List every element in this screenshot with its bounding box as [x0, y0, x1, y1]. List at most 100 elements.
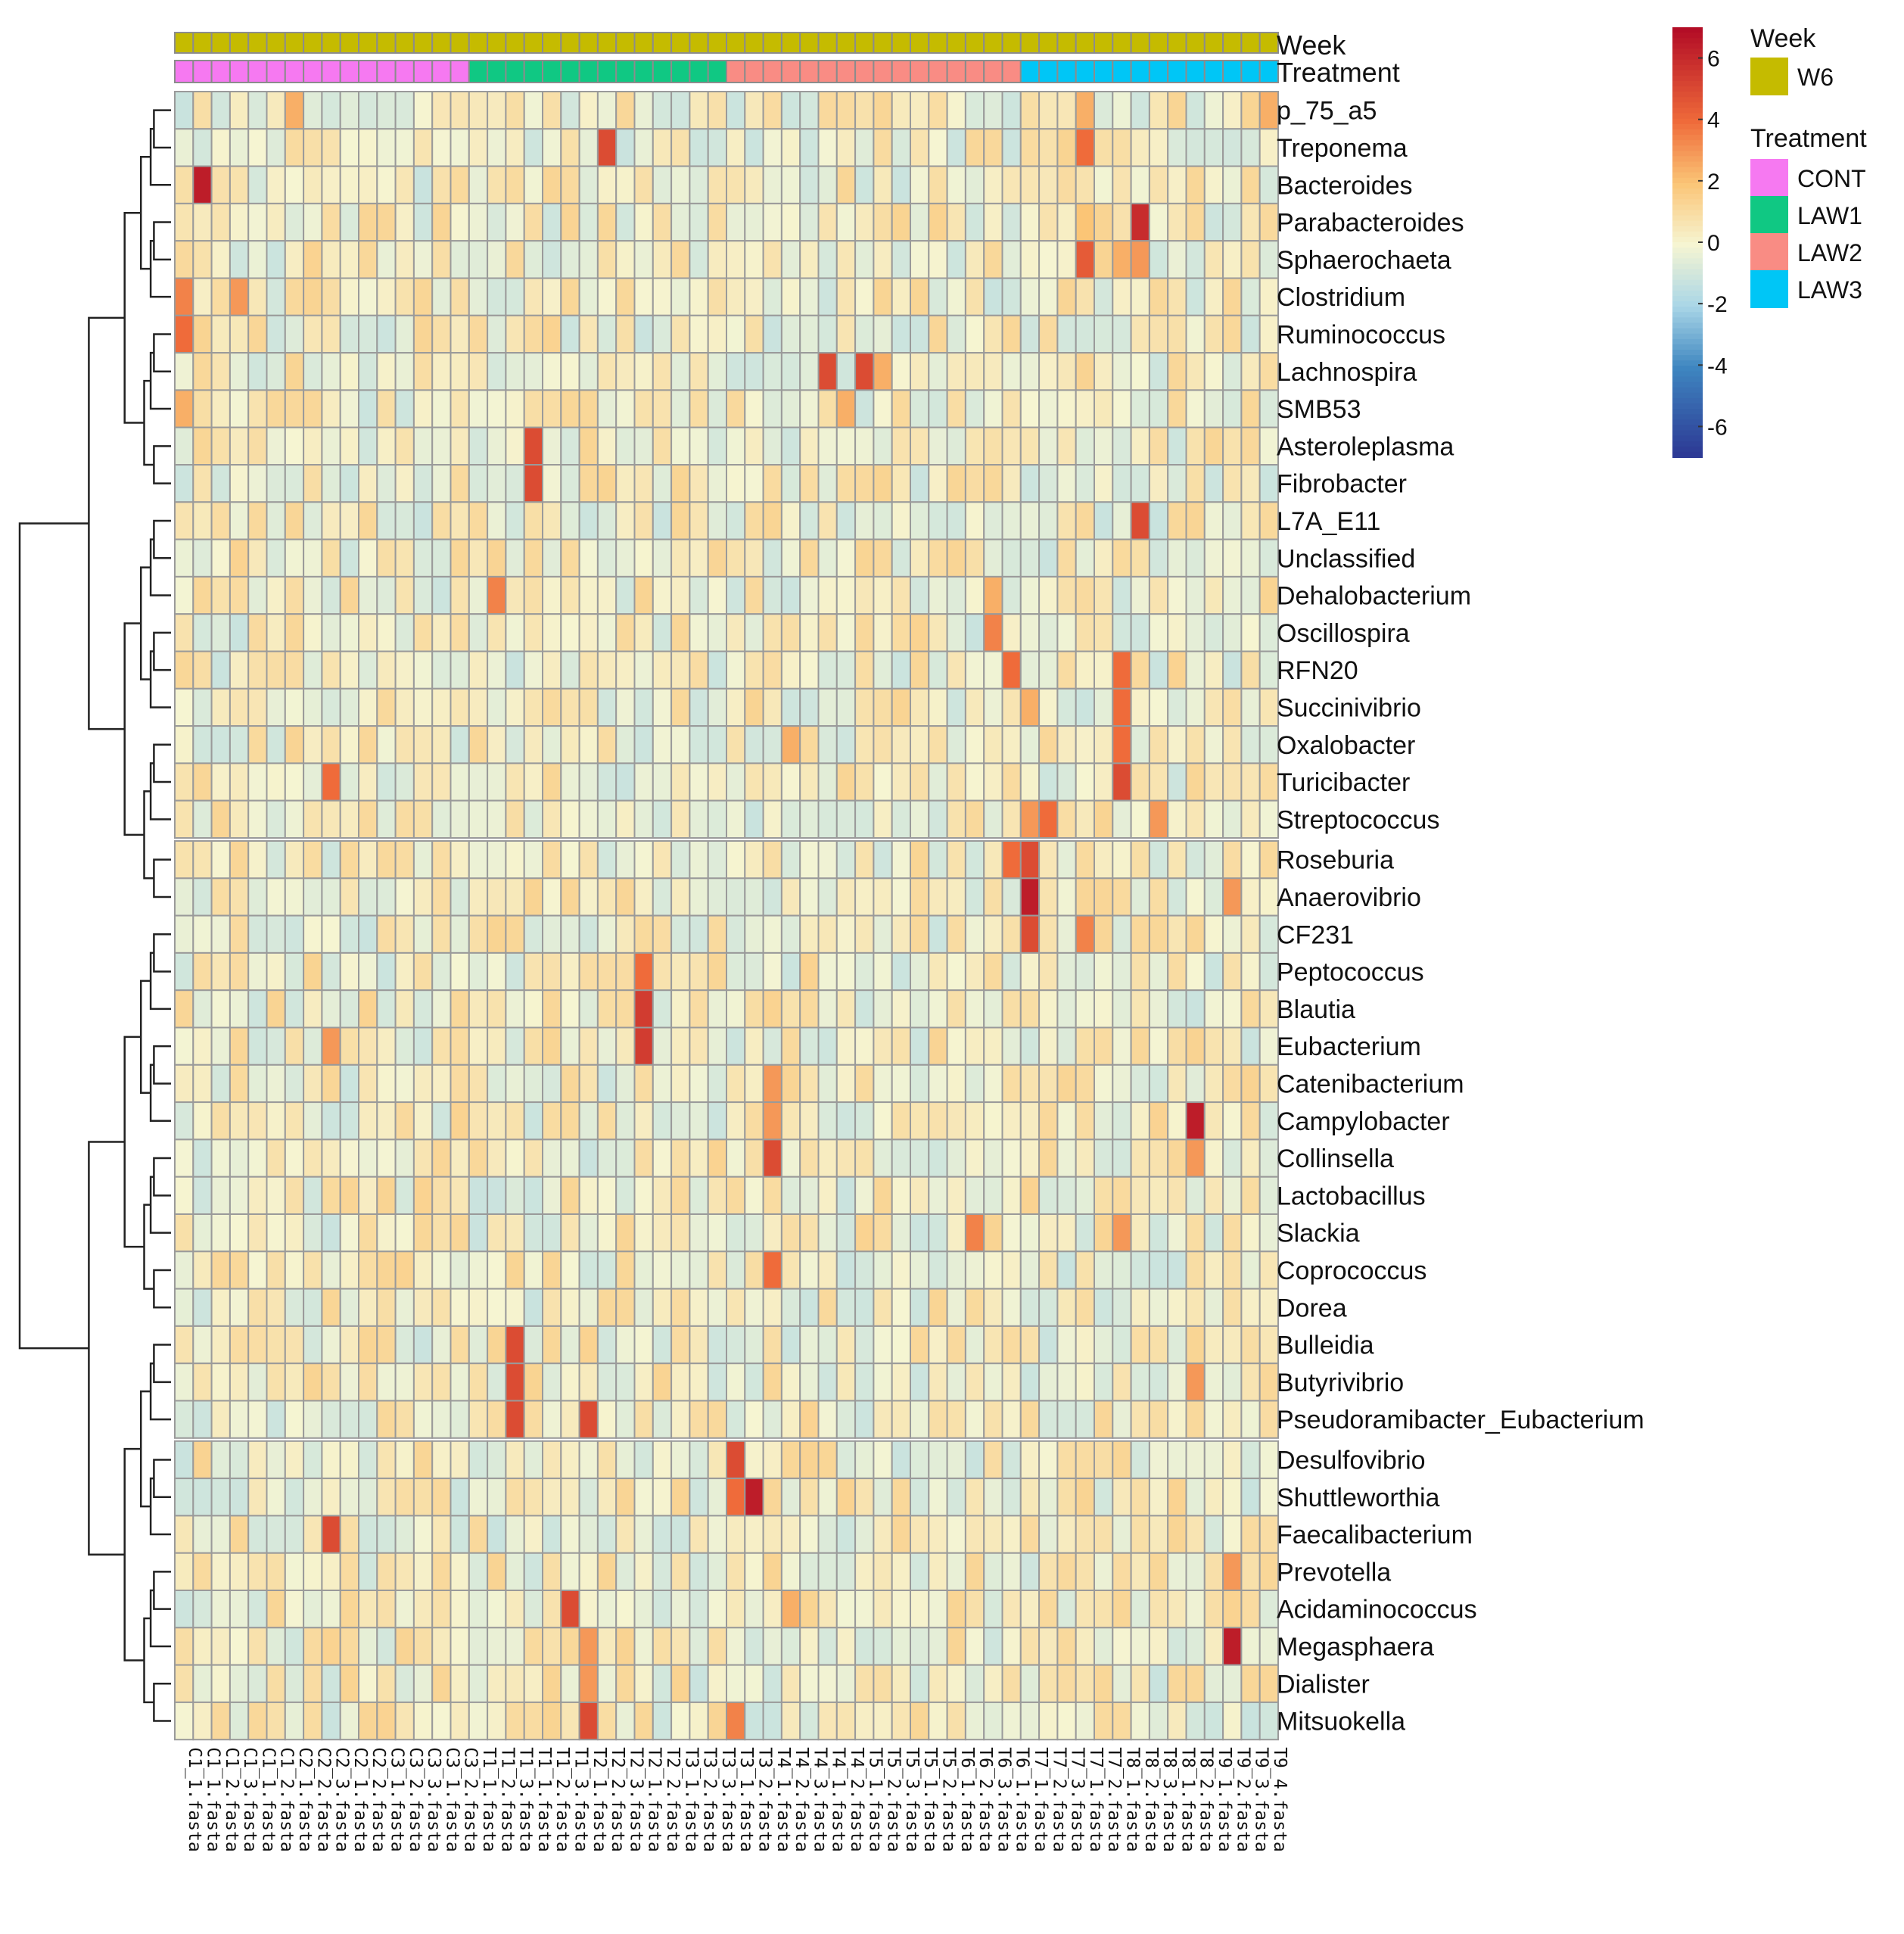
- heatmap-cell: [1038, 1176, 1059, 1215]
- heatmap-cell: [1038, 1064, 1059, 1104]
- heatmap-cell: [174, 1064, 194, 1104]
- dendrogram-branch: [143, 1204, 154, 1290]
- heatmap-cell: [1001, 1250, 1022, 1290]
- heatmap-cell: [210, 1101, 231, 1141]
- heatmap-cell: [321, 91, 341, 130]
- heatmap-cell: [450, 277, 470, 316]
- heatmap-cell: [303, 914, 323, 954]
- heatmap-cell: [928, 1250, 948, 1290]
- heatmap-cell: [578, 914, 599, 954]
- heatmap-cell: [670, 1400, 691, 1439]
- heatmap-cell: [891, 1325, 911, 1365]
- heatmap-cell: [505, 1250, 525, 1290]
- heatmap-cell: [1130, 501, 1150, 540]
- heatmap-cell: [542, 464, 562, 503]
- heatmap-cell: [1075, 1026, 1095, 1066]
- dendrogram-branch: [88, 1141, 125, 1556]
- heatmap-cell: [835, 840, 857, 880]
- treatment-annotation-cell: [542, 60, 562, 83]
- heatmap-cell: [560, 799, 580, 839]
- row-label: Coprococcus: [1277, 1257, 1426, 1285]
- heatmap-cell: [174, 613, 194, 652]
- color-scale-segment: [1672, 344, 1703, 350]
- heatmap-cell: [835, 650, 857, 690]
- heatmap-cell: [762, 1627, 782, 1666]
- heatmap-cell: [633, 352, 654, 391]
- heatmap-cell: [1240, 128, 1261, 167]
- heatmap-cell: [1094, 501, 1114, 540]
- heatmap-cell: [431, 1176, 452, 1215]
- heatmap-cell: [1112, 1288, 1132, 1327]
- heatmap-cell: [284, 1176, 305, 1215]
- heatmap-cell: [596, 240, 618, 279]
- heatmap-cell: [412, 1590, 434, 1629]
- row-label: Fibrobacter: [1277, 470, 1407, 499]
- heatmap-cell: [1167, 1440, 1187, 1480]
- week-annotation-cell: [210, 32, 231, 54]
- heatmap-cell: [799, 1515, 820, 1554]
- heatmap-cell: [450, 314, 470, 354]
- heatmap-cell: [339, 240, 360, 279]
- heatmap-cell: [983, 725, 1003, 765]
- heatmap-cell: [376, 128, 397, 167]
- heatmap-cell: [505, 314, 525, 354]
- week-annotation-cell: [1203, 32, 1224, 54]
- heatmap-cell: [1185, 1590, 1206, 1629]
- heatmap-cell: [1094, 314, 1114, 354]
- heatmap-cell: [670, 128, 691, 167]
- heatmap-cell: [376, 240, 397, 279]
- heatmap-cell: [873, 650, 893, 690]
- heatmap-cell: [596, 1325, 618, 1365]
- heatmap-cell: [247, 613, 268, 652]
- heatmap-cell: [1056, 1701, 1077, 1741]
- heatmap-cell: [707, 687, 728, 727]
- heatmap-cell: [266, 1026, 286, 1066]
- heatmap-cell: [1240, 951, 1261, 992]
- heatmap-cell: [1203, 1363, 1224, 1402]
- heatmap-cell: [1222, 1288, 1243, 1327]
- heatmap-cell: [670, 650, 691, 690]
- heatmap-cell: [615, 1478, 636, 1517]
- heatmap-cell: [339, 1064, 360, 1104]
- row-label: Faecalibacterium: [1277, 1521, 1473, 1549]
- heatmap-cell: [1203, 1627, 1224, 1666]
- heatmap-cell: [431, 687, 452, 727]
- heatmap-cell: [744, 352, 764, 391]
- heatmap-cell: [910, 1664, 930, 1703]
- heatmap-cell: [596, 464, 618, 503]
- heatmap-cell: [339, 799, 360, 839]
- row-label: Succinivibrio: [1277, 693, 1421, 722]
- heatmap-cell: [210, 1325, 231, 1365]
- heatmap-cell: [487, 464, 507, 503]
- heatmap-cell: [891, 1478, 911, 1517]
- heatmap-cell: [376, 1627, 397, 1666]
- dendrogram-branch: [153, 1157, 171, 1197]
- heatmap-cell: [670, 91, 691, 130]
- heatmap-cell: [358, 1325, 378, 1365]
- heatmap-cell: [1112, 1664, 1132, 1703]
- heatmap-cell: [450, 1440, 470, 1480]
- heatmap-cell: [910, 1440, 930, 1480]
- heatmap-cell: [1203, 91, 1224, 130]
- heatmap-cell: [394, 1101, 415, 1141]
- heatmap-cell: [542, 762, 562, 802]
- heatmap-cell: [412, 1288, 434, 1327]
- heatmap-cell: [578, 840, 599, 880]
- heatmap-cell: [615, 575, 636, 615]
- heatmap-cell: [670, 1590, 691, 1629]
- heatmap-cell: [873, 1478, 893, 1517]
- heatmap-cell: [891, 128, 911, 167]
- heatmap-cell: [817, 538, 838, 578]
- heatmap-cell: [854, 1590, 875, 1629]
- heatmap-cell: [487, 501, 507, 540]
- heatmap-cell: [670, 202, 691, 242]
- heatmap-cell: [817, 1664, 838, 1703]
- heatmap-cell: [873, 128, 893, 167]
- heatmap-cell: [376, 1590, 397, 1629]
- treatment-annotation-cell: [983, 60, 1003, 83]
- heatmap-cell: [1056, 1250, 1077, 1290]
- heatmap-cell: [450, 501, 470, 540]
- heatmap-cell: [817, 1627, 838, 1666]
- heatmap-cell: [321, 613, 341, 652]
- heatmap-cell: [964, 1627, 985, 1666]
